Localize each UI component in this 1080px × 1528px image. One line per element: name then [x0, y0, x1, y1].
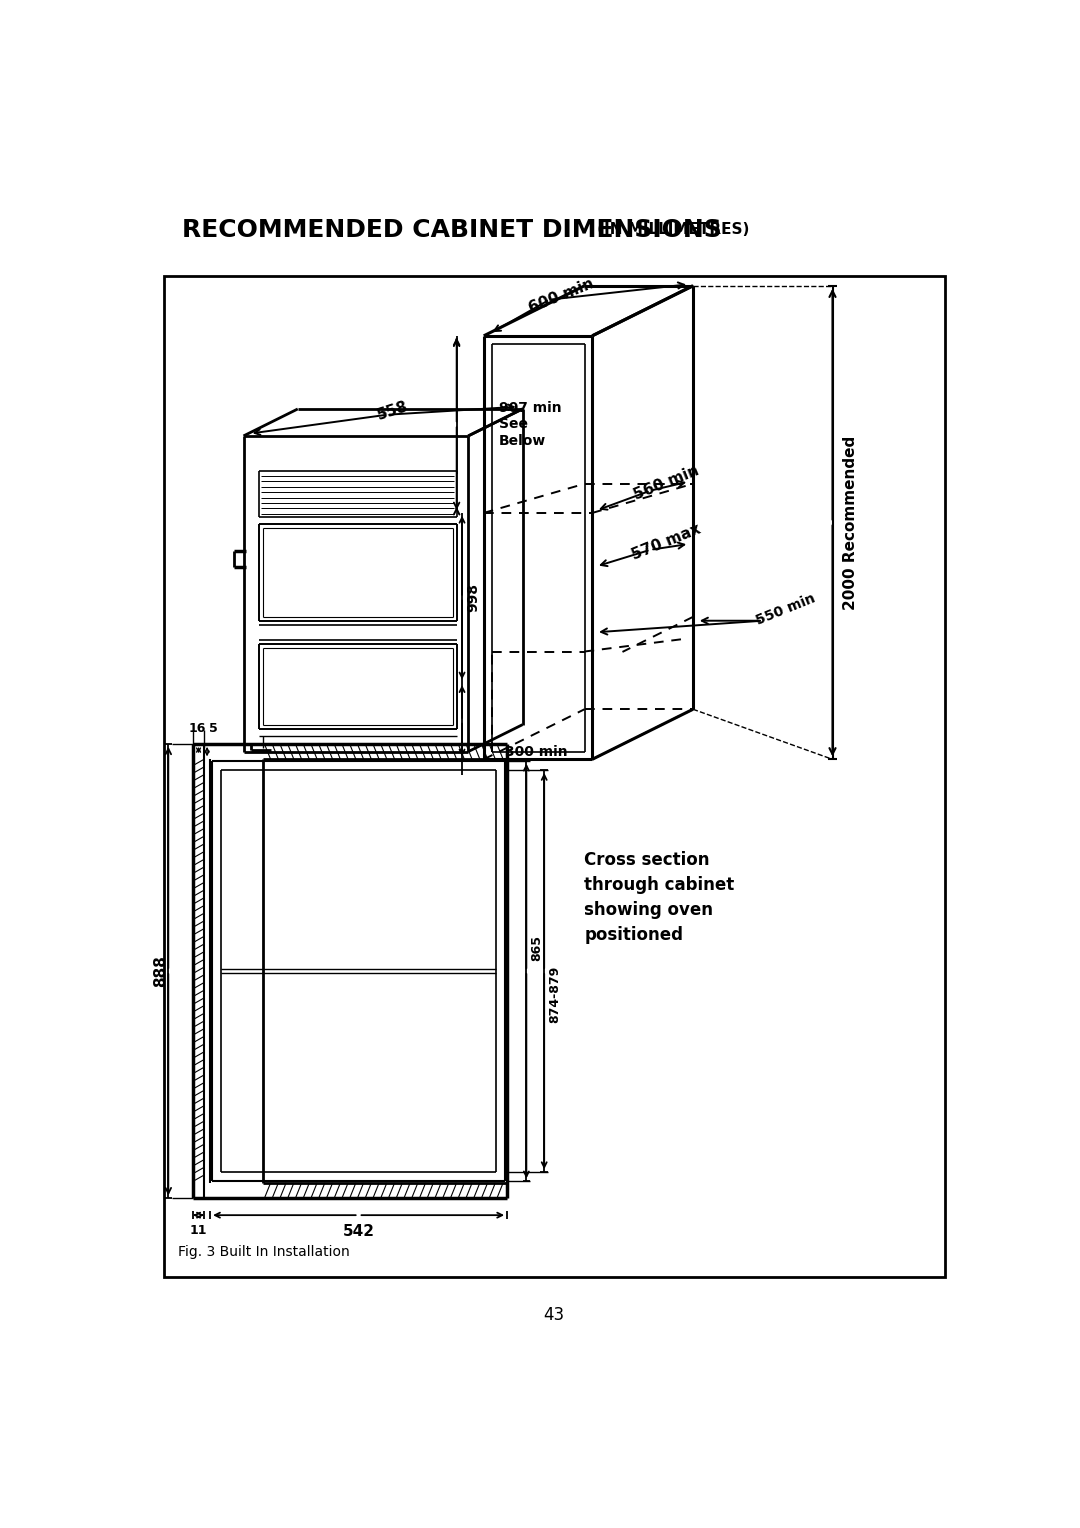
Text: 542: 542 — [342, 1224, 375, 1239]
Text: 874-879: 874-879 — [548, 966, 562, 1022]
Text: 907 min
See
Below: 907 min See Below — [499, 402, 562, 448]
Text: 5: 5 — [208, 721, 217, 735]
Text: 16: 16 — [188, 721, 205, 735]
Text: 600 min: 600 min — [526, 277, 596, 316]
Text: (IN MILLIMETRES): (IN MILLIMETRES) — [592, 222, 750, 237]
Text: 888: 888 — [153, 955, 168, 987]
Text: 43: 43 — [543, 1306, 564, 1325]
Text: 558: 558 — [376, 399, 410, 423]
Text: 865: 865 — [530, 935, 543, 961]
Text: 2000 Recommended: 2000 Recommended — [843, 435, 859, 610]
Text: RECOMMENDED CABINET DIMENSIONS: RECOMMENDED CABINET DIMENSIONS — [181, 217, 721, 241]
Text: 300 min: 300 min — [504, 744, 567, 758]
Text: Cross section
through cabinet
showing oven
positioned: Cross section through cabinet showing ov… — [584, 851, 734, 944]
Text: 11: 11 — [190, 1224, 207, 1238]
Text: 998: 998 — [465, 584, 480, 613]
Text: 560 min: 560 min — [631, 463, 701, 503]
Text: 570 max: 570 max — [630, 521, 703, 562]
Text: Fig. 3 Built In Installation: Fig. 3 Built In Installation — [177, 1245, 349, 1259]
Bar — [164, 275, 945, 1277]
Text: 550 min: 550 min — [754, 591, 818, 628]
